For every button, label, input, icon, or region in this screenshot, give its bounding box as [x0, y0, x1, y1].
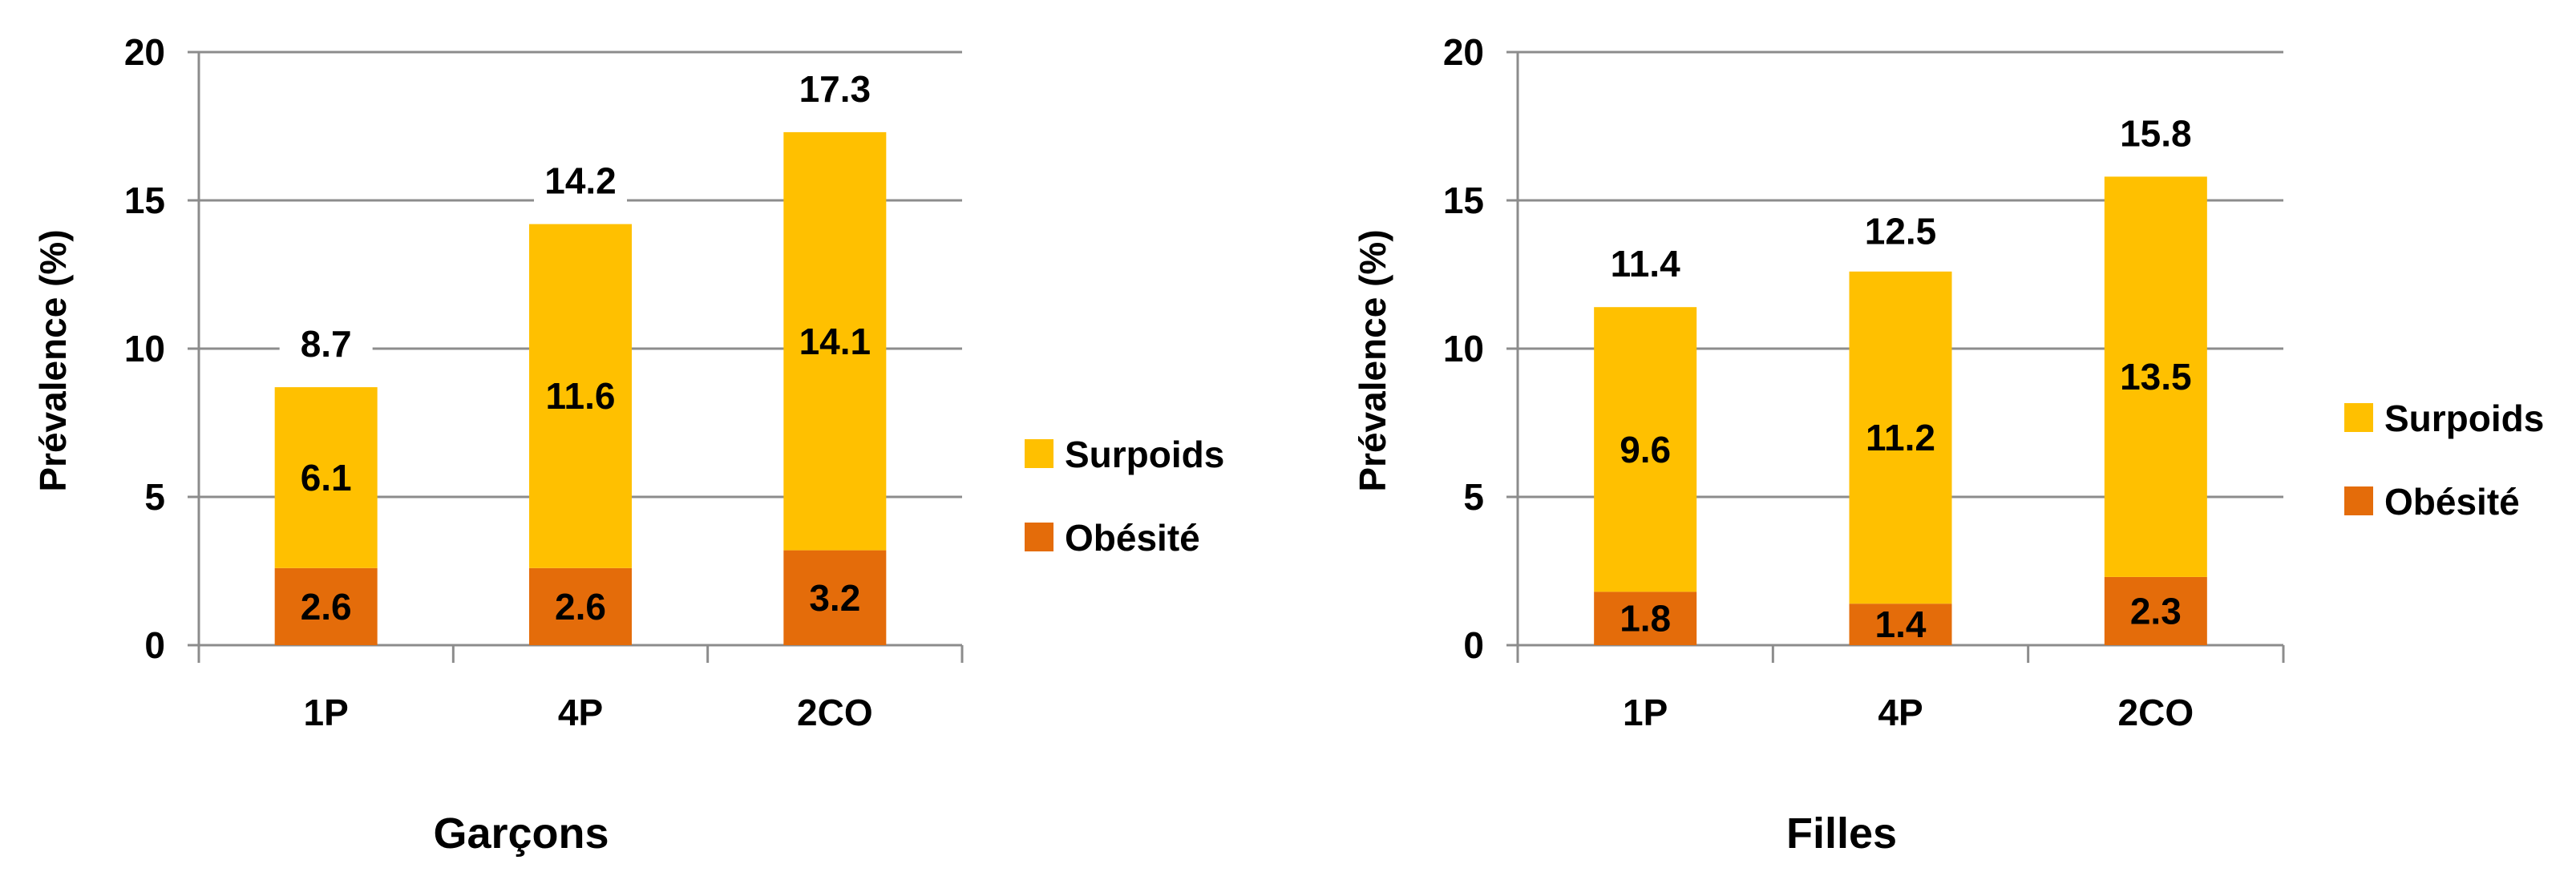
chart-2-total-label: 11.4 [1611, 243, 1680, 285]
chart-1-bar-surpoids-2co [783, 131, 887, 551]
chart-2-total-label: 12.5 [1865, 211, 1937, 252]
chart-1-data-label: 2.6 [301, 586, 352, 628]
chart-2-y-tick-label: 10 [1443, 328, 1484, 369]
chart-1-data-label: 2.6 [555, 586, 606, 628]
chart-1-y-tick-label: 15 [124, 180, 165, 221]
chart-1-total-label: 8.7 [301, 323, 352, 365]
chart-1-y-axis-label: Prévalence (%) [32, 229, 74, 491]
chart-2-legend-label: Obésité [2384, 481, 2520, 523]
chart-1-x-tick-label: 2CO [797, 692, 873, 733]
chart-1-y-tick-label: 5 [144, 476, 165, 518]
chart-1-bar-obsit-1p [274, 567, 378, 645]
chart-2-x-tick-label: 4P [1878, 692, 1923, 733]
chart-2-bar-obsit-2co [2104, 576, 2207, 645]
chart-2-total-label: 15.8 [2120, 112, 2192, 154]
chart-2-total-label-background [1854, 213, 1947, 254]
chart-2-x-tick-label: 1P [1623, 692, 1668, 733]
chart-1-data-label: 3.2 [809, 577, 860, 619]
chart-2-total-label-background [2109, 115, 2202, 156]
chart-1-legend-label: Surpoids [1065, 434, 1224, 475]
chart-1-y-tick-label: 10 [124, 328, 165, 369]
chart-1-x-tick-label: 1P [304, 692, 349, 733]
chart-1-total-label-background [279, 326, 373, 367]
chart-2-legend-label: Surpoids [2384, 398, 2544, 439]
chart-1-data-label: 6.1 [301, 457, 352, 499]
chart-1-total-label: 17.3 [799, 68, 871, 110]
chart-2-y-tick-label: 5 [1463, 476, 1484, 518]
chart-1-bar-surpoids-1p [274, 387, 378, 568]
chart-2-bar-obsit-4p [1849, 603, 1952, 645]
chart-2-bar-obsit-1p [1594, 591, 1697, 645]
chart-1-title: Garçons [433, 809, 609, 858]
chart-1-total-label-background [534, 163, 627, 204]
chart-2-bar-surpoids-1p [1594, 307, 1697, 592]
chart-2-y-tick-label: 20 [1443, 31, 1484, 73]
chart-1-bar-obsit-4p [529, 567, 632, 645]
chart-2-y-tick-label: 15 [1443, 180, 1484, 221]
chart-2-data-label: 13.5 [2120, 356, 2192, 398]
chart-1-total-label: 14.2 [544, 160, 617, 202]
chart-1-y-tick-label: 0 [144, 624, 165, 666]
chart-2-total-label-background [1599, 246, 1692, 287]
chart-1-bar-surpoids-4p [529, 224, 632, 568]
chart-1-x-tick-label: 4P [558, 692, 603, 733]
chart-2-data-label: 1.8 [1620, 598, 1671, 640]
chart-2-y-axis-label: Prévalence (%) [1352, 229, 1393, 491]
chart-1-legend-swatch-obsit [1025, 523, 1053, 551]
chart-1-legend-swatch-surpoids [1025, 439, 1053, 468]
chart-1-data-label: 14.1 [799, 321, 871, 362]
chart-1-y-tick-label: 20 [124, 31, 165, 73]
chart-2-bar-surpoids-2co [2104, 176, 2207, 577]
chart-1-bar-obsit-2co [783, 550, 887, 645]
chart-2-y-tick-label: 0 [1463, 624, 1484, 666]
chart-1-legend-label: Obésité [1065, 517, 1200, 559]
chart-1-total-label-background [788, 71, 882, 111]
chart-2-legend-swatch-obsit [2344, 486, 2373, 515]
chart-1-data-label: 11.6 [546, 375, 616, 417]
chart-2-legend-swatch-surpoids [2344, 403, 2373, 432]
chart-2-data-label: 2.3 [2130, 590, 2182, 632]
chart-2-title: Filles [1786, 809, 1897, 858]
chart-2-bar-surpoids-4p [1849, 271, 1952, 604]
chart-2-data-label: 1.4 [1875, 603, 1927, 645]
chart-2-data-label: 9.6 [1620, 429, 1671, 470]
chart-2-data-label: 11.2 [1866, 417, 1935, 458]
chart-2-x-tick-label: 2CO [2118, 692, 2194, 733]
